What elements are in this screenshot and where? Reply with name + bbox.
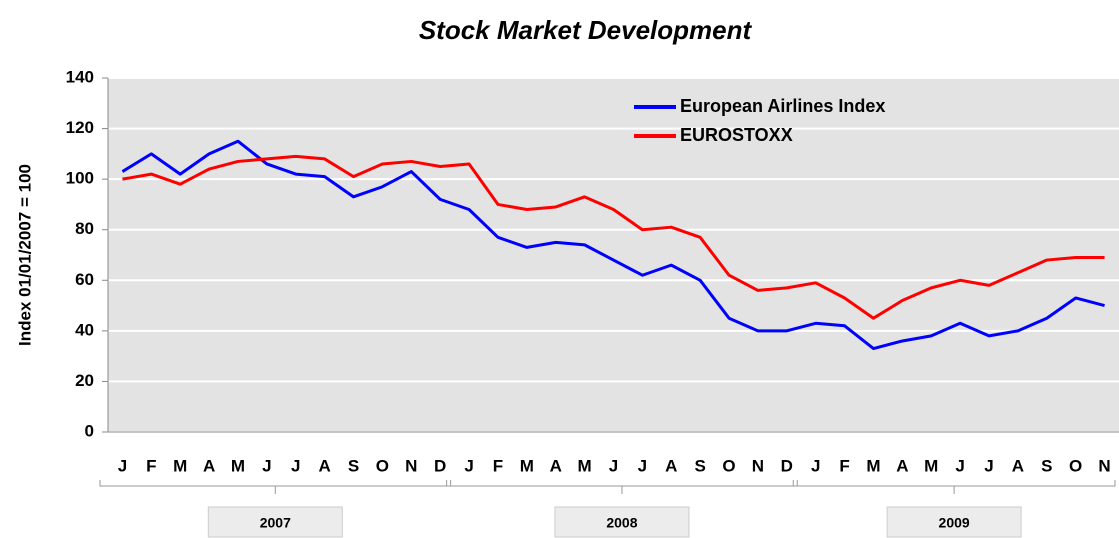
x-tick-label: A (665, 456, 677, 475)
x-tick-label: S (694, 456, 705, 475)
x-tick-label: J (984, 456, 993, 475)
x-tick-label: N (752, 456, 764, 475)
x-tick-label: M (520, 456, 534, 475)
x-tick-label: M (173, 456, 187, 475)
x-tick-label: F (839, 456, 849, 475)
year-box (554, 506, 690, 538)
x-tick-label: J (291, 456, 300, 475)
y-tick-label: 100 (66, 169, 94, 188)
x-tick-label: O (1069, 456, 1082, 475)
x-tick-label: A (203, 456, 215, 475)
x-tick-label: F (493, 456, 503, 475)
y-tick-label: 40 (75, 320, 94, 339)
x-tick-label: S (348, 456, 359, 475)
x-tick-label: A (319, 456, 331, 475)
legend-label: European Airlines Index (680, 96, 885, 116)
x-tick-label: A (550, 456, 562, 475)
x-tick-label: D (781, 456, 793, 475)
plot-area (108, 78, 1119, 432)
y-tick-label: 0 (85, 421, 94, 440)
x-tick-label: O (376, 456, 389, 475)
x-tick-label: M (924, 456, 938, 475)
year-label: 2008 (606, 515, 637, 531)
x-tick-label: S (1041, 456, 1052, 475)
x-tick-label: A (896, 456, 908, 475)
y-tick-label: 120 (66, 118, 94, 137)
x-tick-label: M (578, 456, 592, 475)
year-label: 2007 (260, 515, 291, 531)
year-bracket (792, 480, 1116, 494)
y-tick-label: 20 (75, 371, 94, 390)
x-tick-label: J (609, 456, 618, 475)
series-line (121, 139, 1105, 351)
x-tick-label: J (811, 456, 820, 475)
chart-title: Stock Market Development (419, 15, 753, 45)
x-tick-label: M (231, 456, 245, 475)
y-axis-label: Index 01/01/2007 = 100 (15, 164, 34, 346)
x-tick-label: O (722, 456, 735, 475)
legend-label: EUROSTOXX (680, 125, 793, 145)
series-line (122, 154, 1105, 320)
x-tick-label: M (866, 456, 880, 475)
y-tick-label: 80 (75, 219, 94, 238)
year-box (207, 506, 343, 538)
x-tick-label: F (146, 456, 156, 475)
x-tick-label: J (955, 456, 964, 475)
x-tick-label: J (464, 456, 473, 475)
x-tick-label: J (118, 456, 127, 475)
year-bracket (99, 480, 452, 494)
year-bracket (446, 480, 798, 494)
y-tick-label: 60 (75, 270, 94, 289)
y-tick-label: 140 (66, 67, 94, 86)
x-tick-label: N (1098, 456, 1110, 475)
x-tick-label: J (262, 456, 271, 475)
x-tick-label: N (405, 456, 417, 475)
year-label: 2009 (939, 515, 970, 531)
year-box (886, 506, 1022, 538)
x-tick-label: D (434, 456, 446, 475)
x-tick-label: J (638, 456, 647, 475)
x-tick-label: A (1012, 456, 1024, 475)
